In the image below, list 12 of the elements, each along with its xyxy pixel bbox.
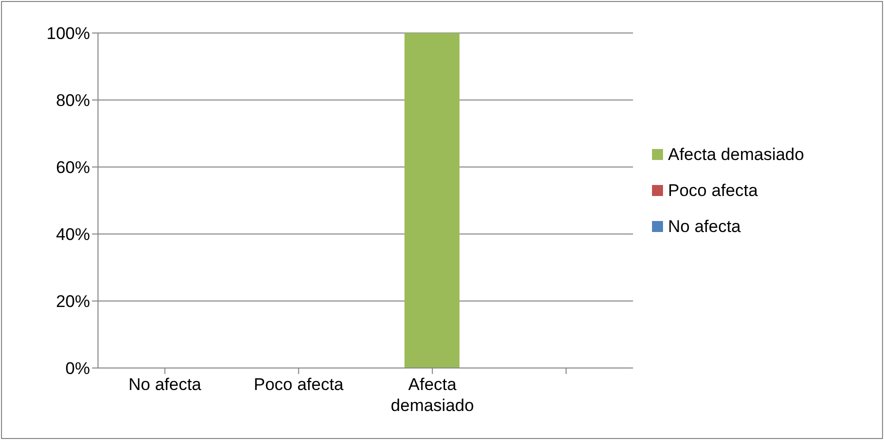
x-tick-label: No afecta bbox=[128, 375, 202, 394]
y-tick-label: 0% bbox=[65, 359, 90, 378]
y-tick-label: 80% bbox=[56, 91, 90, 110]
y-tick-label: 60% bbox=[56, 158, 90, 178]
y-tick-label: 40% bbox=[56, 225, 90, 244]
legend-label: Afecta demasiado bbox=[668, 145, 804, 164]
legend-label: Poco afecta bbox=[668, 181, 758, 200]
y-tick-label: 20% bbox=[56, 292, 90, 312]
y-tick-label: 100% bbox=[46, 24, 90, 44]
legend-label: No afecta bbox=[668, 217, 741, 236]
x-tick-label: Afecta demasiado bbox=[390, 375, 474, 415]
x-tick-label: Poco afecta bbox=[254, 375, 344, 394]
